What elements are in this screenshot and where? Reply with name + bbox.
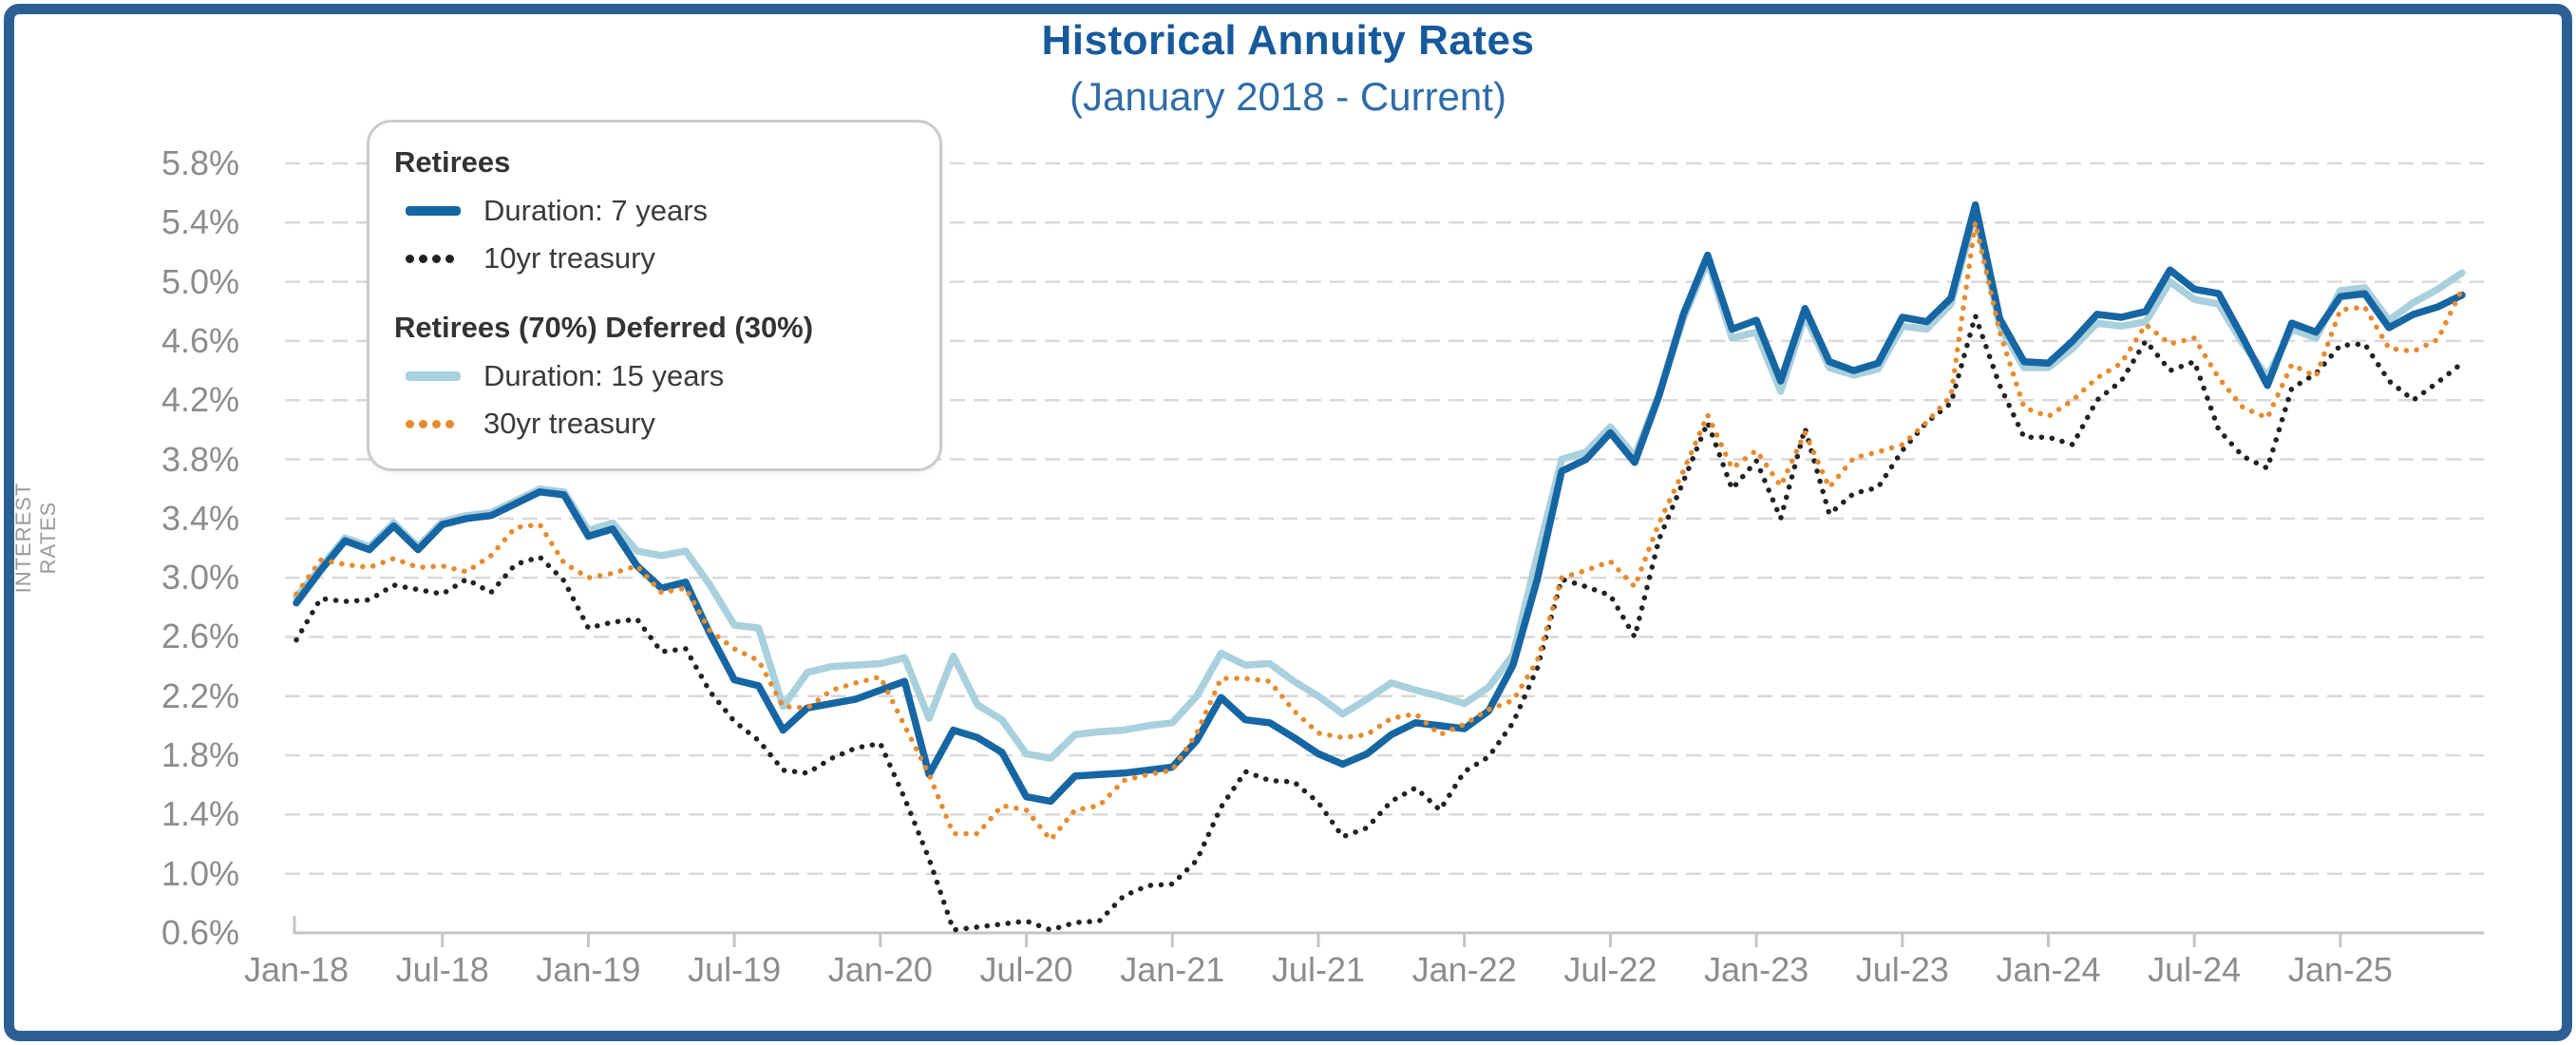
x-tick-label: Jul-19 [688, 950, 782, 989]
x-tick-label: Jul-21 [1271, 950, 1365, 989]
x-tick-label: Jan-22 [1411, 950, 1517, 989]
y-tick-label: 2.2% [161, 675, 239, 715]
dotted-line-swatch-icon [406, 254, 463, 263]
legend-group-title-retirees-deferred: Retirees (70%) Deferred (30%) [394, 311, 814, 344]
x-tick-label: Jan-19 [536, 950, 641, 989]
x-tick-label: Jan-23 [1704, 950, 1809, 989]
legend-item-label: Duration: 15 years [483, 359, 725, 392]
y-tick-label: 3.0% [161, 558, 239, 598]
dotted-line-swatch-icon [406, 419, 463, 428]
y-tick-label: 5.0% [161, 261, 239, 301]
y-tick-label: 2.6% [161, 617, 239, 656]
page-title: Historical Annuity Rates [1041, 17, 1535, 64]
y-tick-label: 3.8% [161, 439, 239, 479]
y-tick-label: 1.4% [161, 794, 239, 834]
y-tick-label: 5.4% [161, 202, 239, 242]
y-tick-label: 5.8% [161, 143, 239, 182]
x-tick-label: Jul-23 [1855, 950, 1949, 989]
x-tick-label: Jan-18 [243, 950, 350, 989]
legend-item-label: Duration: 7 years [483, 194, 709, 227]
x-tick-label: Jul-22 [1563, 950, 1657, 989]
y-tick-label: 0.6% [161, 913, 239, 952]
y-tick-label: 1.8% [161, 735, 239, 775]
x-tick-label: Jan-24 [1996, 950, 2101, 989]
legend-item-30yr-treasury: 30yr treasury [406, 400, 915, 447]
x-tick-label: Jul-20 [979, 950, 1073, 989]
legend-item-duration-7-years: Duration: 7 years [406, 187, 915, 235]
y-tick-label: 3.4% [161, 498, 239, 538]
x-tick-label: Jul-18 [395, 950, 489, 989]
x-tick-label: Jan-21 [1120, 950, 1225, 989]
y-tick-label: 4.6% [161, 320, 239, 360]
legend-item-duration-15-years: Duration: 15 years [406, 352, 915, 400]
solid-line-swatch-icon [406, 371, 463, 381]
y-tick-label: 4.2% [161, 380, 239, 420]
legend-item-10yr-treasury: 10yr treasury [406, 235, 915, 282]
legend-item-label: 10yr treasury [483, 241, 655, 275]
y-tick-label: 1.0% [161, 853, 239, 893]
solid-line-swatch-icon [406, 206, 463, 216]
x-tick-label: Jan-20 [827, 950, 933, 989]
x-tick-label: Jul-24 [2148, 950, 2242, 989]
legend-group-title-retirees: Retirees [394, 145, 511, 179]
legend: Retirees Duration: 7 years 10yr treasury… [367, 120, 942, 471]
x-tick-label: Jan-25 [2287, 950, 2393, 989]
legend-item-label: 30yr treasury [483, 407, 655, 440]
page-subtitle: (January 2018 - Current) [1070, 74, 1506, 119]
chart-header: Historical Annuity Rates (January 2018 -… [0, 17, 2576, 120]
